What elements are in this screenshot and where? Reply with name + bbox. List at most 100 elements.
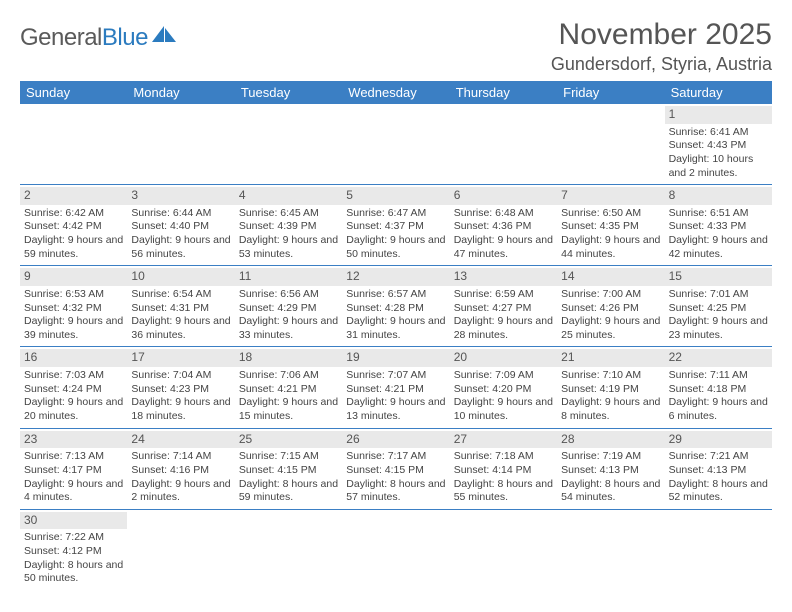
day-cell: 7Sunrise: 6:50 AMSunset: 4:35 PMDaylight… xyxy=(557,185,664,265)
day-cell: 21Sunrise: 7:10 AMSunset: 4:19 PMDayligh… xyxy=(557,347,664,427)
sunset-text: Sunset: 4:37 PM xyxy=(346,220,445,234)
day-header: Monday xyxy=(127,81,234,104)
sunset-text: Sunset: 4:33 PM xyxy=(669,220,768,234)
day-number: 2 xyxy=(20,187,127,205)
daylight-text: Daylight: 9 hours and 59 minutes. xyxy=(24,234,123,261)
empty-cell xyxy=(450,510,557,590)
sunset-text: Sunset: 4:25 PM xyxy=(669,302,768,316)
day-number: 4 xyxy=(235,187,342,205)
sunset-text: Sunset: 4:17 PM xyxy=(24,464,123,478)
sunset-text: Sunset: 4:36 PM xyxy=(454,220,553,234)
daylight-text: Daylight: 8 hours and 50 minutes. xyxy=(24,559,123,586)
logo-text-b: Blue xyxy=(102,24,148,51)
day-cell: 2 Sunrise: 6:42 AMSunset: 4:42 PMDaylight… xyxy=(20,185,127,265)
daylight-text: Daylight: 9 hours and 36 minutes. xyxy=(131,315,230,342)
daylight-text: Daylight: 9 hours and 6 minutes. xyxy=(669,396,768,423)
daylight-text: Daylight: 9 hours and 31 minutes. xyxy=(346,315,445,342)
sunset-text: Sunset: 4:27 PM xyxy=(454,302,553,316)
logo-text: GeneralBlue xyxy=(20,24,148,52)
day-cell: 1Sunrise: 6:41 AMSunset: 4:43 PMDaylight… xyxy=(665,104,772,184)
sunrise-text: Sunrise: 7:04 AM xyxy=(131,369,230,383)
empty-cell xyxy=(665,510,772,590)
day-number: 13 xyxy=(450,268,557,286)
sunrise-text: Sunrise: 6:44 AM xyxy=(131,207,230,221)
title-block: November 2025 Gundersdorf, Styria, Austr… xyxy=(551,18,772,75)
sunset-text: Sunset: 4:14 PM xyxy=(454,464,553,478)
sunset-text: Sunset: 4:12 PM xyxy=(24,545,123,559)
sunrise-text: Sunrise: 7:18 AM xyxy=(454,450,553,464)
sunset-text: Sunset: 4:15 PM xyxy=(346,464,445,478)
day-number: 27 xyxy=(450,431,557,449)
daylight-text: Daylight: 9 hours and 25 minutes. xyxy=(561,315,660,342)
day-number: 8 xyxy=(665,187,772,205)
empty-cell xyxy=(20,104,127,184)
day-cell: 25Sunrise: 7:15 AMSunset: 4:15 PMDayligh… xyxy=(235,429,342,509)
day-cell: 26Sunrise: 7:17 AMSunset: 4:15 PMDayligh… xyxy=(342,429,449,509)
sunrise-text: Sunrise: 7:09 AM xyxy=(454,369,553,383)
day-number: 22 xyxy=(665,349,772,367)
day-cell: 22Sunrise: 7:11 AMSunset: 4:18 PMDayligh… xyxy=(665,347,772,427)
sunset-text: Sunset: 4:24 PM xyxy=(24,383,123,397)
sunset-text: Sunset: 4:42 PM xyxy=(24,220,123,234)
day-cell: 11Sunrise: 6:56 AMSunset: 4:29 PMDayligh… xyxy=(235,266,342,346)
day-header: Thursday xyxy=(450,81,557,104)
daylight-text: Daylight: 9 hours and 56 minutes. xyxy=(131,234,230,261)
sunrise-text: Sunrise: 7:15 AM xyxy=(239,450,338,464)
sunset-text: Sunset: 4:21 PM xyxy=(346,383,445,397)
day-number: 12 xyxy=(342,268,449,286)
day-number: 9 xyxy=(20,268,127,286)
day-cell: 5Sunrise: 6:47 AMSunset: 4:37 PMDaylight… xyxy=(342,185,449,265)
sunrise-text: Sunrise: 6:59 AM xyxy=(454,288,553,302)
day-cell: 29Sunrise: 7:21 AMSunset: 4:13 PMDayligh… xyxy=(665,429,772,509)
empty-cell xyxy=(342,104,449,184)
sunrise-text: Sunrise: 6:42 AM xyxy=(24,207,123,221)
day-cell: 15Sunrise: 7:01 AMSunset: 4:25 PMDayligh… xyxy=(665,266,772,346)
sunset-text: Sunset: 4:23 PM xyxy=(131,383,230,397)
day-number: 10 xyxy=(127,268,234,286)
daylight-text: Daylight: 9 hours and 23 minutes. xyxy=(669,315,768,342)
sunrise-text: Sunrise: 6:48 AM xyxy=(454,207,553,221)
day-number: 15 xyxy=(665,268,772,286)
sunrise-text: Sunrise: 7:10 AM xyxy=(561,369,660,383)
week-row: 16Sunrise: 7:03 AMSunset: 4:24 PMDayligh… xyxy=(20,347,772,428)
daylight-text: Daylight: 9 hours and 44 minutes. xyxy=(561,234,660,261)
sunrise-text: Sunrise: 6:57 AM xyxy=(346,288,445,302)
week-row: 30Sunrise: 7:22 AMSunset: 4:12 PMDayligh… xyxy=(20,510,772,590)
day-cell: 10Sunrise: 6:54 AMSunset: 4:31 PMDayligh… xyxy=(127,266,234,346)
daylight-text: Daylight: 8 hours and 54 minutes. xyxy=(561,478,660,505)
daylight-text: Daylight: 9 hours and 39 minutes. xyxy=(24,315,123,342)
day-number: 25 xyxy=(235,431,342,449)
day-header-row: Sunday Monday Tuesday Wednesday Thursday… xyxy=(20,81,772,104)
daylight-text: Daylight: 9 hours and 2 minutes. xyxy=(131,478,230,505)
daylight-text: Daylight: 8 hours and 52 minutes. xyxy=(669,478,768,505)
empty-cell xyxy=(235,510,342,590)
day-number: 5 xyxy=(342,187,449,205)
day-cell: 30Sunrise: 7:22 AMSunset: 4:12 PMDayligh… xyxy=(20,510,127,590)
empty-cell xyxy=(127,104,234,184)
sunset-text: Sunset: 4:21 PM xyxy=(239,383,338,397)
daylight-text: Daylight: 8 hours and 55 minutes. xyxy=(454,478,553,505)
sunrise-text: Sunrise: 7:00 AM xyxy=(561,288,660,302)
day-cell: 16Sunrise: 7:03 AMSunset: 4:24 PMDayligh… xyxy=(20,347,127,427)
sunrise-text: Sunrise: 6:41 AM xyxy=(669,126,768,140)
day-cell: 3Sunrise: 6:44 AMSunset: 4:40 PMDaylight… xyxy=(127,185,234,265)
day-cell: 9Sunrise: 6:53 AMSunset: 4:32 PMDaylight… xyxy=(20,266,127,346)
daylight-text: Daylight: 9 hours and 33 minutes. xyxy=(239,315,338,342)
sunrise-text: Sunrise: 7:22 AM xyxy=(24,531,123,545)
day-number: 18 xyxy=(235,349,342,367)
sunrise-text: Sunrise: 7:13 AM xyxy=(24,450,123,464)
day-header: Wednesday xyxy=(342,81,449,104)
day-cell: 23Sunrise: 7:13 AMSunset: 4:17 PMDayligh… xyxy=(20,429,127,509)
empty-cell xyxy=(235,104,342,184)
day-number: 14 xyxy=(557,268,664,286)
sunset-text: Sunset: 4:40 PM xyxy=(131,220,230,234)
day-cell: 20Sunrise: 7:09 AMSunset: 4:20 PMDayligh… xyxy=(450,347,557,427)
day-number: 30 xyxy=(20,512,127,530)
sunset-text: Sunset: 4:31 PM xyxy=(131,302,230,316)
sunrise-text: Sunrise: 7:06 AM xyxy=(239,369,338,383)
daylight-text: Daylight: 9 hours and 53 minutes. xyxy=(239,234,338,261)
daylight-text: Daylight: 9 hours and 47 minutes. xyxy=(454,234,553,261)
day-cell: 4Sunrise: 6:45 AMSunset: 4:39 PMDaylight… xyxy=(235,185,342,265)
day-number: 19 xyxy=(342,349,449,367)
empty-cell xyxy=(450,104,557,184)
